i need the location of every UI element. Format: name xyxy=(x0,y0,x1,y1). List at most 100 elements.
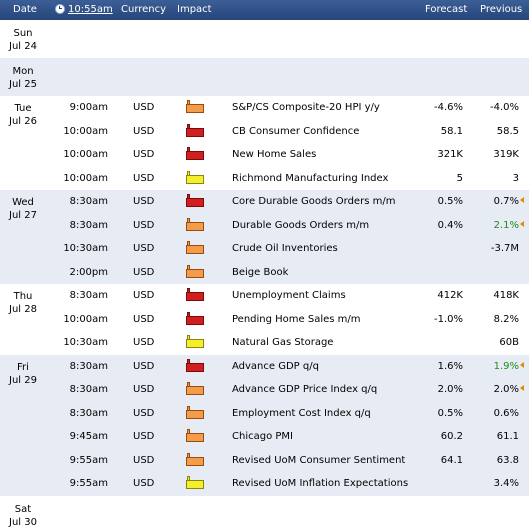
event-title-link[interactable]: CB Consumer Confidence xyxy=(232,125,360,137)
event-title-link[interactable]: Pending Home Sales m/m xyxy=(232,313,361,325)
header-currency: Currency xyxy=(121,4,167,15)
day-date: Jul 26 xyxy=(9,116,37,127)
day-group: Thu Jul 28 8:30am USD Unemployment Claims 412… xyxy=(0,284,529,355)
event-row[interactable]: 10:30am USD Crude Oil Inventories -3.7M xyxy=(0,237,529,261)
event-row[interactable]: 9:55am USD Revised UoM Consumer Sentiment 6… xyxy=(0,449,529,473)
event-currency: USD xyxy=(133,478,155,489)
event-title-link[interactable]: Employment Cost Index q/q xyxy=(232,407,371,419)
event-currency: USD xyxy=(133,125,155,137)
event-forecast: 60.2 xyxy=(440,431,463,442)
revision-arrow-icon[interactable] xyxy=(520,361,524,368)
event-row[interactable]: 9:45am USD Chicago PMI 60.2 61.1 xyxy=(0,425,529,449)
day-date: Jul 24 xyxy=(9,41,37,52)
event-row[interactable]: 8:30am USD Unemployment Claims 412K 418K xyxy=(0,284,529,308)
event-row[interactable]: 10:30am USD Natural Gas Storage 60B xyxy=(0,331,529,355)
event-previous-value: 1.9% xyxy=(493,360,519,372)
event-currency: USD xyxy=(133,431,155,442)
event-title-link[interactable]: Revised UoM Inflation Expectations xyxy=(232,478,409,489)
revision-arrow-icon[interactable] xyxy=(520,197,524,203)
event-forecast: 0.4% xyxy=(437,219,463,231)
event-previous: -4.0% xyxy=(490,102,519,113)
event-row[interactable]: 10:00am USD CB Consumer Confidence 58.1 58.5 xyxy=(0,120,529,144)
event-previous: 1.9% xyxy=(494,361,524,372)
day-label: Tue Jul 26 xyxy=(0,102,46,128)
day-date: Jul 30 xyxy=(9,516,37,528)
event-row[interactable]: 8:30am USD Durable Goods Orders m/m 0.4% 2.1… xyxy=(0,214,529,238)
event-row[interactable]: 8:30am USD Advance GDP q/q 1.6% 1.9% xyxy=(0,355,529,379)
impact-low-icon[interactable] xyxy=(186,335,204,348)
impact-high-icon[interactable] xyxy=(186,311,204,325)
event-forecast: 5 xyxy=(456,172,463,184)
event-title-link[interactable]: Revised UoM Consumer Sentiment xyxy=(232,454,406,466)
event-title-link[interactable]: New Home Sales xyxy=(232,149,317,160)
event-previous: -3.7M xyxy=(491,243,519,254)
impact-medium-icon[interactable] xyxy=(186,452,204,466)
event-title-link[interactable]: Advance GDP q/q xyxy=(232,360,319,372)
event-previous-value: 2.1% xyxy=(493,219,519,231)
event-title-link[interactable]: Durable Goods Orders m/m xyxy=(232,219,370,231)
event-row[interactable]: 10:00am USD New Home Sales 321K 319K xyxy=(0,143,529,167)
event-title-link[interactable]: S&P/CS Composite-20 HPI y/y xyxy=(232,102,380,113)
day-date: Jul 29 xyxy=(9,374,37,386)
event-previous-value: -4.0% xyxy=(489,102,519,113)
header-forecast: Forecast xyxy=(425,4,468,15)
event-row[interactable]: 8:30am USD Employment Cost Index q/q 0.5% 0.… xyxy=(0,402,529,426)
event-forecast: 0.5% xyxy=(437,407,463,419)
event-currency: USD xyxy=(133,384,155,395)
event-row[interactable]: 9:55am USD Revised UoM Inflation Expectati… xyxy=(0,472,529,496)
event-previous: 3 xyxy=(513,173,519,184)
impact-high-icon[interactable] xyxy=(186,288,204,301)
event-time: 8:30am xyxy=(69,219,108,231)
day-group: Wed Jul 27 8:30am USD Core Durable Goods Ord… xyxy=(0,190,529,284)
event-row[interactable]: 10:00am USD Pending Home Sales m/m -1.0% 8.2… xyxy=(0,308,529,332)
event-row[interactable]: 8:30am USD Core Durable Goods Orders m/m 0.… xyxy=(0,190,529,214)
event-previous: 418K xyxy=(493,290,519,301)
event-time: 8:30am xyxy=(69,384,108,395)
event-previous: 8.2% xyxy=(494,314,519,325)
revision-arrow-icon[interactable] xyxy=(520,385,524,391)
impact-medium-icon[interactable] xyxy=(186,241,204,254)
event-currency: USD xyxy=(133,196,155,207)
event-time: 10:00am xyxy=(63,125,108,137)
event-row[interactable]: 10:00am USD Richmond Manufacturing Index 5 3 xyxy=(0,167,529,191)
impact-medium-icon[interactable] xyxy=(186,264,204,278)
impact-medium-icon[interactable] xyxy=(186,429,204,442)
day-group: Sun Jul 24 xyxy=(0,20,529,58)
event-time: 10:00am xyxy=(63,172,108,184)
event-row[interactable]: 2:00pm USD Beige Book xyxy=(0,261,529,285)
impact-low-icon[interactable] xyxy=(186,170,204,184)
day-label: Wed Jul 27 xyxy=(0,196,46,222)
revision-arrow-icon[interactable] xyxy=(520,220,524,227)
event-title-link[interactable]: Chicago PMI xyxy=(232,431,293,442)
day-date: Jul 28 xyxy=(9,304,37,315)
event-title-link[interactable]: Advance GDP Price Index q/q xyxy=(232,384,378,395)
impact-medium-icon[interactable] xyxy=(186,405,204,419)
impact-high-icon[interactable] xyxy=(186,147,204,160)
event-time: 8:30am xyxy=(69,290,108,301)
event-time: 8:30am xyxy=(69,196,108,207)
event-forecast: 412K xyxy=(437,290,463,301)
impact-medium-icon[interactable] xyxy=(186,217,204,231)
event-time: 8:30am xyxy=(69,360,108,372)
event-title-link[interactable]: Richmond Manufacturing Index xyxy=(232,172,389,184)
event-previous-value: 8.2% xyxy=(493,313,519,325)
event-title-link[interactable]: Beige Book xyxy=(232,266,289,278)
impact-high-icon[interactable] xyxy=(186,194,204,207)
impact-medium-icon[interactable] xyxy=(186,100,204,113)
event-title-link[interactable]: Crude Oil Inventories xyxy=(232,243,338,254)
event-row[interactable]: 9:00am USD S&P/CS Composite-20 HPI y/y -4.6… xyxy=(0,96,529,120)
header-current-time-link[interactable]: 10:55am xyxy=(68,4,113,15)
impact-medium-icon[interactable] xyxy=(186,382,204,395)
event-title-link[interactable]: Natural Gas Storage xyxy=(232,337,334,348)
impact-high-icon[interactable] xyxy=(186,358,204,372)
event-title-link[interactable]: Core Durable Goods Orders m/m xyxy=(232,196,396,207)
event-row[interactable]: 8:30am USD Advance GDP Price Index q/q 2.0%… xyxy=(0,378,529,402)
event-previous-value: 0.7% xyxy=(493,196,519,207)
impact-low-icon[interactable] xyxy=(186,476,204,489)
event-currency: USD xyxy=(133,313,155,325)
event-title-link[interactable]: Unemployment Claims xyxy=(232,290,346,301)
impact-high-icon[interactable] xyxy=(186,123,204,137)
event-previous: 319K xyxy=(493,149,519,160)
event-time: 9:55am xyxy=(69,478,108,489)
event-currency: USD xyxy=(133,219,155,231)
